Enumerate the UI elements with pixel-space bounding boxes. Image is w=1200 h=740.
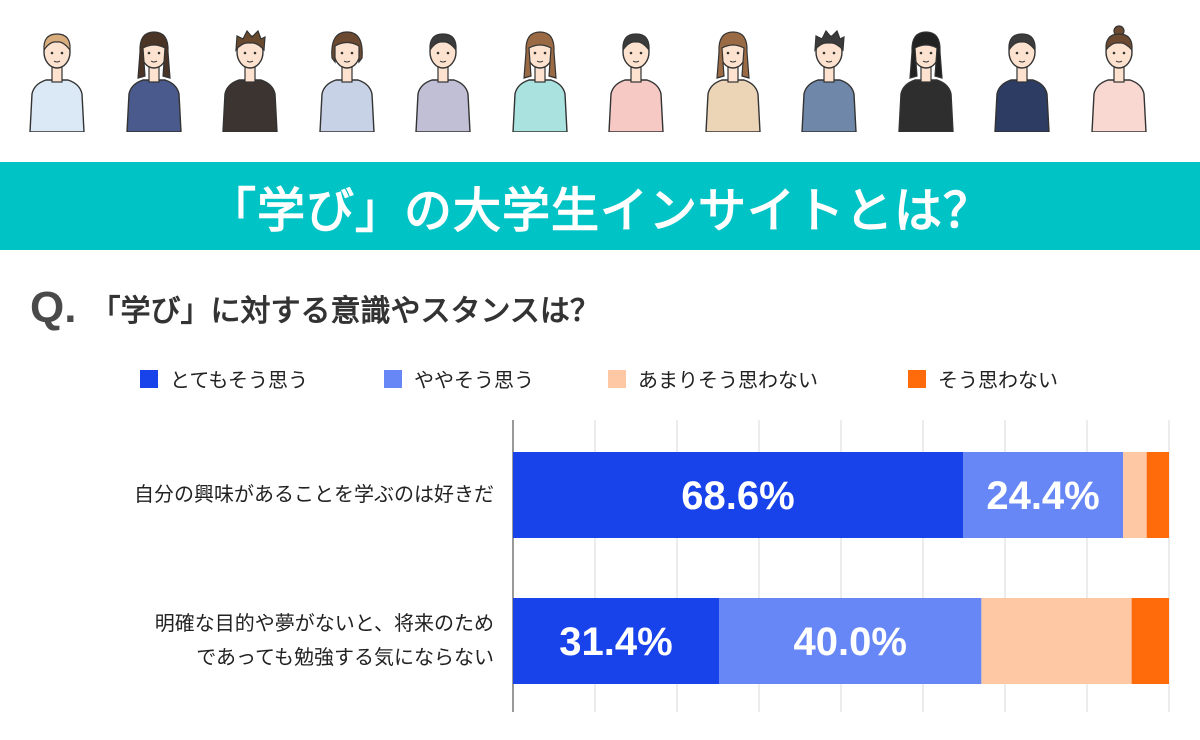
question-text: 「学び」に対する意識やスタンスは？ <box>90 294 600 329</box>
row-label-line: 自分の興味があることを学ぶのは好きだ <box>134 482 494 506</box>
person-icon-10 <box>897 31 954 132</box>
legend-swatch <box>908 369 926 388</box>
people-illustration-row <box>0 22 1200 134</box>
data-label: 40.0% <box>793 620 906 664</box>
data-label: 31.4% <box>559 620 672 664</box>
bar-segment <box>981 598 1132 684</box>
person-icon-3 <box>222 29 278 132</box>
person-icon-2 <box>125 31 182 132</box>
data-label: 68.6% <box>681 474 794 518</box>
question-mark: Q. <box>30 283 77 332</box>
person-icon-1 <box>29 33 85 132</box>
legend-swatch <box>608 369 626 388</box>
row-label-line: 明確な目的や夢がないと、将来のため <box>154 611 494 635</box>
row-label-2: 明確な目的や夢がないと、将来のため であっても勉強する気にならない <box>155 606 494 674</box>
question-heading: Q. 「学び」に対する意識やスタンスは？ <box>30 283 600 333</box>
banner-title: 「学び」の大学生インサイトとは？ <box>207 183 992 239</box>
bar-segment <box>1131 598 1169 684</box>
person-icon-8 <box>704 31 761 132</box>
person-icon-12 <box>1090 25 1147 132</box>
title-banner: 「学び」の大学生インサイトとは？ <box>0 162 1200 250</box>
person-icon-5 <box>415 33 471 132</box>
person-icon-7 <box>608 33 664 132</box>
chart-legend: とてもそう思う ややそう思う あまりそう思わない そう思わない <box>140 364 1140 394</box>
bar-segment <box>513 598 719 684</box>
bar-segment <box>513 452 964 538</box>
data-label: 24.4% <box>986 474 1099 518</box>
person-icon-11 <box>994 33 1050 132</box>
legend-label: ややそう思う <box>414 368 534 392</box>
person-icon-6 <box>511 31 568 132</box>
legend-swatch <box>384 369 402 388</box>
legend-label: そう思わない <box>938 368 1058 392</box>
bar-segment <box>963 452 1124 538</box>
bar-segment <box>1146 452 1169 538</box>
legend-item-disagree: そう思わない <box>908 364 1058 393</box>
row-label-1: 自分の興味があることを学ぶのは好きだ <box>134 477 494 511</box>
legend-label: あまりそう思わない <box>638 368 818 392</box>
bar-segment <box>1123 452 1147 538</box>
legend-item-somewhat-agree: ややそう思う <box>384 364 534 393</box>
row-label-line: であっても勉強する気にならない <box>196 645 494 669</box>
legend-item-somewhat-disagree: あまりそう思わない <box>608 364 818 393</box>
legend-item-strongly-agree: とてもそう思う <box>140 364 308 393</box>
legend-label: とてもそう思う <box>170 368 308 392</box>
legend-swatch <box>140 369 158 388</box>
person-icon-9 <box>801 29 857 132</box>
person-icon-4 <box>318 31 375 132</box>
bar-segment <box>718 598 982 684</box>
